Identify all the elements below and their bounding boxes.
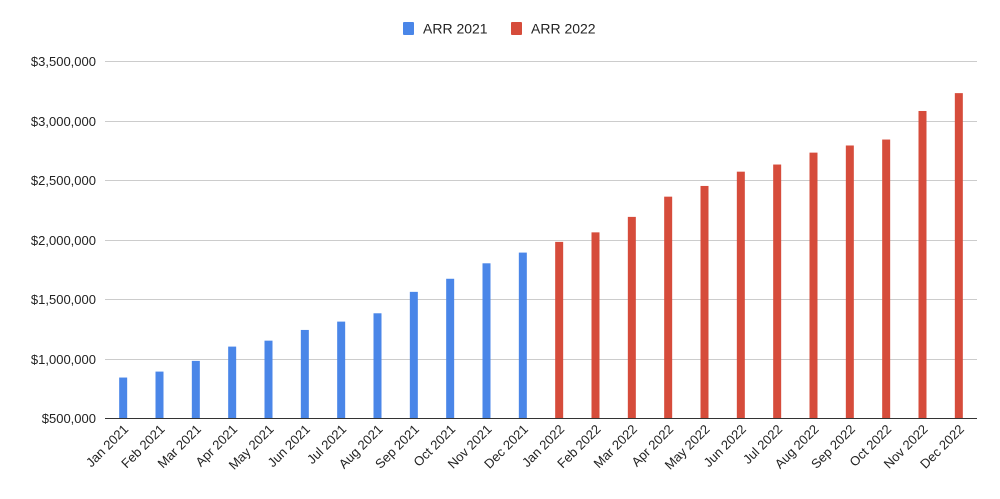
bar bbox=[155, 371, 164, 418]
legend-swatch bbox=[511, 22, 522, 35]
bar bbox=[191, 360, 200, 418]
gridlines bbox=[105, 61, 977, 419]
legend-swatch bbox=[403, 22, 414, 35]
legend: ARR 2021 ARR 2022 bbox=[403, 21, 596, 37]
y-tick-label: $500,000 bbox=[42, 411, 96, 426]
bar bbox=[518, 252, 527, 418]
bar bbox=[482, 263, 491, 418]
legend-label: ARR 2021 bbox=[423, 21, 488, 37]
bar bbox=[918, 110, 927, 418]
bar bbox=[809, 152, 818, 418]
bars bbox=[119, 93, 963, 419]
y-tick-label: $2,500,000 bbox=[31, 173, 96, 188]
bar bbox=[337, 321, 346, 418]
bar bbox=[373, 313, 382, 418]
y-tick-label: $3,000,000 bbox=[31, 114, 96, 129]
bar bbox=[264, 340, 273, 418]
bar bbox=[664, 196, 673, 418]
bar bbox=[409, 291, 418, 418]
y-axis: $500,000 $1,000,000 $1,500,000 $2,000,000 $2… bbox=[31, 54, 96, 426]
bar bbox=[591, 232, 600, 418]
bar bbox=[882, 139, 891, 419]
bar bbox=[700, 185, 709, 418]
bar bbox=[228, 346, 237, 418]
bar bbox=[845, 145, 854, 419]
y-tick-label: $2,000,000 bbox=[31, 233, 96, 248]
bar bbox=[446, 278, 455, 418]
y-tick-label: $3,500,000 bbox=[31, 54, 96, 69]
bar bbox=[300, 329, 309, 418]
y-tick-label: $1,000,000 bbox=[31, 352, 96, 367]
bar bbox=[736, 171, 745, 418]
bar bbox=[773, 164, 782, 418]
bar bbox=[555, 241, 564, 418]
legend-label: ARR 2022 bbox=[531, 21, 596, 37]
bar bbox=[627, 216, 636, 418]
y-tick-label: $1,500,000 bbox=[31, 292, 96, 307]
bar bbox=[119, 377, 128, 418]
bar bbox=[954, 93, 963, 418]
